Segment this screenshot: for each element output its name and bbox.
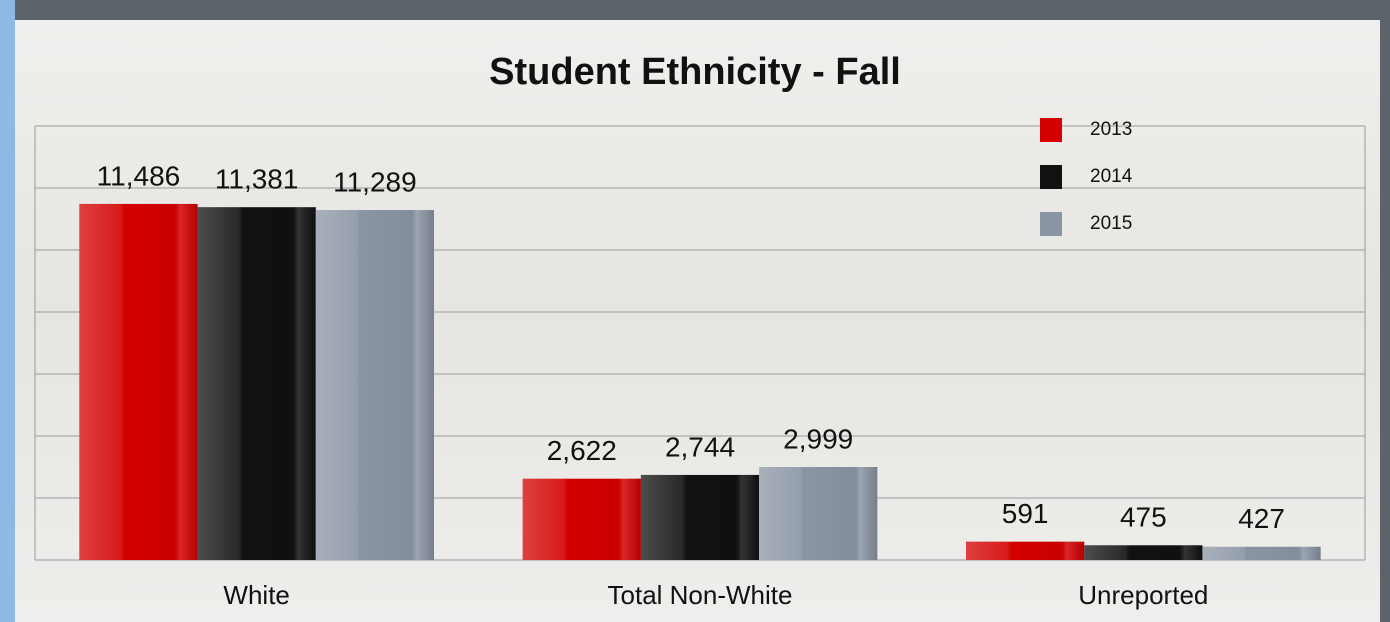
bar-sheen — [966, 541, 1085, 560]
bar-sheen — [640, 474, 760, 560]
bar-sheen — [1202, 546, 1321, 560]
bar-sheen — [315, 210, 434, 560]
frame-left — [0, 0, 15, 622]
legend-swatch — [1040, 118, 1062, 142]
bar-sheen — [1084, 545, 1203, 560]
value-label: 2,744 — [665, 431, 735, 462]
bar-sheen — [522, 478, 641, 560]
value-label: 475 — [1120, 502, 1167, 533]
value-label: 11,289 — [333, 166, 417, 197]
value-label: 427 — [1238, 503, 1285, 534]
legend-label: 2014 — [1090, 166, 1133, 187]
x-tick-label: White — [223, 580, 289, 610]
frame-top — [0, 0, 1390, 20]
value-label: 2,622 — [547, 435, 617, 466]
frame-right — [1380, 0, 1390, 622]
value-label: 2,999 — [783, 423, 853, 454]
chart-title: Student Ethnicity - Fall — [489, 51, 901, 93]
value-label: 11,486 — [97, 160, 181, 191]
bar-sheen — [79, 203, 198, 560]
legend-swatch — [1040, 212, 1062, 236]
legend-swatch — [1040, 165, 1062, 189]
bar-sheen — [759, 467, 878, 560]
value-label: 591 — [1002, 498, 1049, 529]
legend-label: 2013 — [1090, 119, 1132, 140]
x-tick-label: Total Non-White — [608, 580, 793, 610]
value-label: 11,381 — [215, 164, 299, 195]
x-tick-label: Unreported — [1078, 580, 1208, 610]
bar-sheen — [197, 207, 316, 560]
legend-label: 2015 — [1090, 213, 1132, 234]
